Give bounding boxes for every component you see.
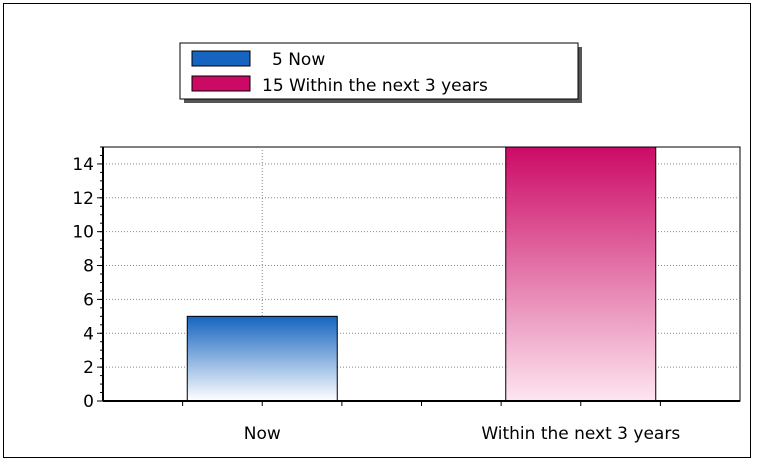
- legend-label-now: 5 Now: [272, 50, 325, 70]
- y-tick-label-10: 10: [72, 223, 94, 243]
- legend: 5 Now 15 Within the next 3 years: [179, 42, 582, 103]
- legend-label-within-3-years: 15 Within the next 3 years: [262, 76, 488, 96]
- y-axis-ticks: 0 2 4 6 8 10 12 14: [72, 155, 94, 412]
- y-tick-label-4: 4: [83, 324, 94, 344]
- bar-0: [186, 315, 338, 402]
- y-tick-label-0: 0: [83, 392, 94, 412]
- bars: [186, 146, 657, 402]
- legend-swatch-within-3-years: [191, 75, 251, 92]
- axes: [97, 146, 740, 406]
- y-tick-label-6: 6: [83, 290, 94, 310]
- y-tick-label-8: 8: [83, 257, 94, 277]
- y-tick-label-12: 12: [72, 189, 94, 209]
- bar-1: [505, 146, 657, 402]
- y-tick-label-14: 14: [72, 155, 94, 175]
- x-tick-label-0: Now: [244, 424, 281, 444]
- x-tick-label-1: Within the next 3 years: [481, 424, 680, 444]
- y-tick-label-2: 2: [83, 358, 94, 378]
- x-axis-labels: Now Within the next 3 years: [244, 424, 681, 444]
- legend-swatch-now: [191, 50, 251, 67]
